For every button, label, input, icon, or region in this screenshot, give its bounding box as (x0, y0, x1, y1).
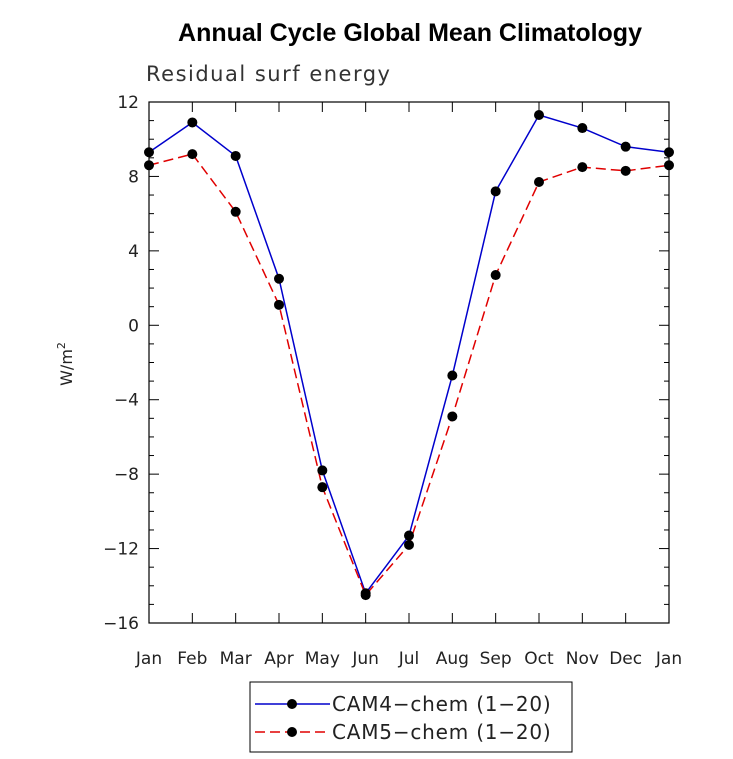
x-tick-label: Jun (351, 649, 379, 669)
plot-area: −16 −12 −8 −4 0 4 8 12 Jan Feb Mar Apr May Jun Jul Aug S… (103, 93, 682, 669)
series-line-1 (148, 114, 670, 595)
series-1-point (187, 117, 198, 128)
series-2-point (230, 206, 241, 217)
series-2-point (577, 162, 588, 173)
legend-label-2: CAM5−chem (1−20) (332, 720, 552, 744)
series-1-point (274, 273, 284, 284)
x-tick-label: Dec (609, 649, 642, 669)
chart-subtitle: Residual surf energy (146, 62, 392, 86)
x-tick-label: Nov (566, 649, 599, 669)
svg-text:W/m2: W/m2 (55, 342, 76, 386)
x-tick-label: Oct (524, 649, 554, 669)
series-1-point (230, 150, 241, 161)
y-tick-label: 12 (117, 93, 139, 113)
series-1-point (447, 370, 458, 381)
series-2-point (144, 160, 154, 171)
x-tick-label: Apr (264, 649, 293, 669)
series-2-point (664, 160, 674, 171)
x-tick-label: Jan (655, 649, 682, 669)
y-tick-label: −16 (103, 614, 139, 634)
series-1-point (577, 123, 588, 134)
series-2-point (490, 270, 501, 281)
x-tick-label: Sep (480, 649, 512, 669)
chart-title: Annual Cycle Global Mean Climatology (178, 19, 642, 47)
y-tick-label: 8 (128, 167, 139, 187)
series-1-point (490, 186, 501, 197)
x-tick-label: Feb (177, 649, 207, 669)
series-line-2 (148, 153, 670, 597)
series-2-point (620, 165, 631, 176)
x-tick-label: Mar (220, 649, 252, 669)
series-1-point (534, 110, 544, 121)
legend-box (249, 681, 573, 753)
series-1-point (144, 147, 154, 158)
y-tick-label: −12 (103, 540, 139, 560)
series-1-point (620, 141, 631, 152)
y-axis-label-text: W/m (57, 349, 76, 386)
y-axis-label: W/m2 (55, 342, 76, 386)
x-tick-label: Jan (135, 649, 162, 669)
series-2-point (187, 149, 198, 160)
series-2-point (317, 482, 328, 493)
series-2-point (447, 411, 458, 422)
y-tick-label: 0 (128, 316, 139, 336)
y-tick-label: −4 (114, 391, 139, 411)
x-tick-label: Jul (398, 649, 420, 669)
series-2-point (404, 539, 414, 550)
y-tick-label: 4 (128, 242, 139, 262)
y-tick-label: −8 (114, 465, 139, 485)
series-1-point (404, 530, 414, 541)
legend-marker-2 (287, 727, 297, 737)
legend: CAM4−chem (1−20) CAM5−chem (1−20) (249, 681, 573, 753)
series-2-point (360, 590, 371, 601)
series-2-point (534, 177, 544, 188)
legend-label-1: CAM4−chem (1−20) (332, 692, 552, 716)
x-tick-label: Aug (436, 649, 469, 669)
series-1-point (664, 147, 674, 158)
series-1-point (317, 465, 328, 476)
legend-marker-1 (287, 699, 297, 709)
y-axis-label-superscript: 2 (55, 342, 68, 349)
x-tick-label: May (305, 649, 340, 669)
series-2-point (274, 299, 284, 310)
